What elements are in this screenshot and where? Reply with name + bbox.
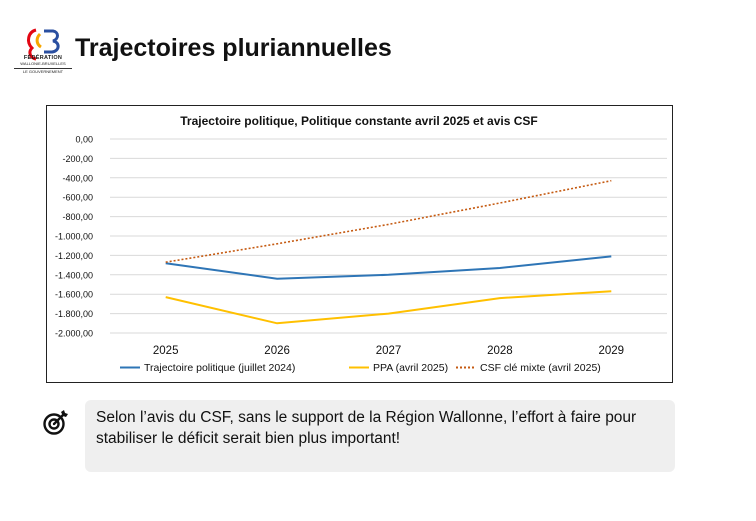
logo-line: WALLONIE-BRUXELLES <box>20 61 66 66</box>
logo-text: FÉDÉRATION WALLONIE-BRUXELLES LE GOUVERN… <box>14 55 72 74</box>
x-tick-label: 2028 <box>487 345 513 357</box>
y-tick-label: -400,00 <box>62 173 93 183</box>
y-tick-label: -1.200,00 <box>55 251 93 261</box>
note-box: Selon l’avis du CSF, sans le support de … <box>85 400 675 472</box>
legend-label: Trajectoire politique (juillet 2024) <box>144 362 295 374</box>
y-tick-label: -1.000,00 <box>55 232 93 242</box>
y-tick-label: 0,00 <box>75 135 93 145</box>
legend-label: CSF clé mixte (avril 2025) <box>480 362 601 374</box>
target-arrow-icon <box>43 410 68 435</box>
x-tick-label: 2029 <box>599 345 625 357</box>
series-line-1 <box>165 255 612 280</box>
line-chart: Trajectoire politique, Politique constan… <box>55 114 667 374</box>
y-tick-label: -600,00 <box>62 193 93 203</box>
y-tick-label: -2.000,00 <box>55 329 93 339</box>
logo-line: FÉDÉRATION <box>23 55 63 61</box>
y-tick-label: -1.400,00 <box>55 270 93 280</box>
legend-label: PPA (avril 2025) <box>373 362 448 374</box>
x-tick-label: 2027 <box>376 345 402 357</box>
page-title: Trajectoires pluriannuelles <box>75 34 392 62</box>
fwb-logo-icon <box>27 28 60 61</box>
y-tick-label: -200,00 <box>62 154 93 164</box>
logo-line: LE GOUVERNEMENT <box>14 68 72 74</box>
note-text: Selon l’avis du CSF, sans le support de … <box>96 409 637 447</box>
y-tick-label: -1.600,00 <box>55 290 93 300</box>
series-line-2 <box>165 290 612 325</box>
y-tick-label: -800,00 <box>62 212 93 222</box>
chart-container: Trajectoire politique, Politique constan… <box>46 105 673 383</box>
x-tick-label: 2025 <box>153 345 179 357</box>
chart-title: Trajectoire politique, Politique constan… <box>180 114 537 128</box>
y-tick-label: -1.800,00 <box>55 309 93 319</box>
x-tick-label: 2026 <box>264 345 290 357</box>
series-line-3 <box>165 179 612 263</box>
